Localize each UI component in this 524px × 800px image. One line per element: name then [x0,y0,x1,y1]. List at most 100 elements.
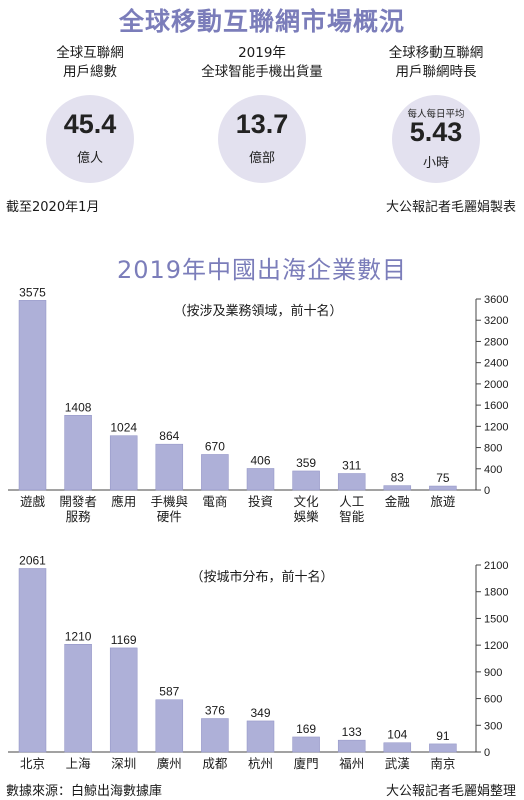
category-label: 廈門 [294,756,319,771]
infographic-title: 全球移動互聯網市場概況 [118,7,405,36]
bar-value-label: 104 [387,728,407,742]
bar-value-label: 1024 [110,421,137,435]
category-label: 應用 [111,494,136,509]
category-label: 硬件 [157,509,182,524]
bar [337,473,366,491]
y-tick-label: 1200 [484,640,508,652]
category-label: 娛樂 [294,509,320,524]
stat-shipments-value: 13.7 [235,109,289,139]
y-tick-label: 2400 [484,358,508,370]
bar [201,718,229,753]
category-label: 深圳 [111,756,136,771]
bar-value-label: 670 [205,439,225,453]
bar [155,443,184,491]
chart-industry: （按涉及業務領域，前十名） 0 400 800 1200 1600 2000 2400 2800… [8,285,508,524]
bar [155,699,184,753]
category-label: 廣州 [157,756,182,771]
stat-shipments-label-line1: 2019年 [238,45,286,61]
bar-value-label: 864 [159,429,179,443]
bar [201,454,229,491]
bar [292,736,320,753]
top-credit: 大公報記者毛麗娟製表 [385,200,516,215]
data-source-note: 數據來源：白鯨出海數據庫 [6,784,163,799]
bar-value-label: 133 [342,725,362,739]
category-label: 成都 [202,756,228,771]
bar [292,470,320,491]
bar-value-label: 406 [250,453,270,467]
stat-online-time-unit: 小時 [422,156,449,171]
category-label: 開發者 [59,494,97,509]
stat-users-label: 全球互聯網 用戶總數 [10,44,170,82]
stat-users-value: 45.4 [63,109,117,139]
bar-value-label: 1210 [65,629,92,643]
category-label: 手機與 [151,494,189,509]
stat-users-label-line2: 用戶總數 [63,64,117,80]
y-tick-label: 300 [484,720,502,732]
stat-online-time-label-line2: 用戶聯網時長 [395,64,477,80]
y-tick-label: 0 [484,485,490,497]
y-tick-label: 900 [484,667,502,679]
category-label: 杭州 [248,756,273,771]
bar [246,720,275,753]
bar [337,739,366,753]
stat-shipments-unit: 億部 [248,151,275,166]
category-label: 南京 [430,756,455,771]
category-label: 上海 [66,756,92,771]
category-label: 電商 [202,494,227,509]
stat-online-time-prefix: 每人每日平均 [407,109,465,120]
category-label: 旅遊 [430,494,455,509]
category-label: 智能 [339,509,365,524]
bar [18,300,47,491]
bar-value-label: 1408 [65,400,92,414]
stat-online-time-label: 全球移動互聯網 用戶聯網時長 [356,44,516,82]
y-tick-label: 2100 [484,560,508,572]
bar [109,435,138,491]
y-tick-label: 400 [484,464,502,476]
bar [246,468,275,491]
category-label: 金融 [385,494,411,509]
y-tick-label: 2800 [484,336,508,348]
section-title: 2019年中國出海企業數目 [116,256,408,284]
as-of-date-note: 截至2020年1月 [6,200,100,215]
bar-value-label: 587 [159,685,179,699]
y-tick-label: 1600 [484,400,508,412]
stat-shipments-label-line2: 全球智能手機出貨量 [201,64,323,80]
bar-value-label: 359 [296,456,316,470]
bar-value-label: 83 [391,471,405,485]
bar-value-label: 75 [436,471,450,485]
bottom-credit: 大公報記者毛麗娟整理 [385,784,516,799]
bar-value-label: 1169 [111,633,137,647]
category-label: 人工 [339,494,364,509]
category-label: 服務 [66,509,92,524]
y-tick-label: 0 [484,747,490,759]
bar-value-label: 2061 [19,553,46,567]
y-tick-label: 800 [484,443,502,455]
stat-online-time-circle: 每人每日平均 5.43 小時 [392,95,480,183]
category-label: 文化 [294,494,320,509]
y-tick-label: 1200 [484,421,508,433]
y-tick-label: 1800 [484,587,508,599]
stat-users-label-line1: 全球互聯網 [56,45,124,61]
y-tick-label: 600 [484,694,502,706]
bar [383,742,412,753]
stat-online-time-value: 5.43 [409,117,463,147]
chart-subtitle: （按涉及業務領域，前十名） [173,303,342,319]
stat-online-time-label-line1: 全球移動互聯網 [388,45,484,61]
y-tick-label: 1500 [484,613,508,625]
stat-users-unit: 億人 [76,151,103,166]
category-label: 遊戲 [20,494,46,509]
category-label: 武漢 [385,756,411,771]
bar [109,647,138,753]
bar-value-label: 349 [250,706,270,720]
category-label: 北京 [20,756,45,771]
chart-subtitle: （按城市分布，前十名） [190,569,333,585]
bar-value-label: 376 [205,704,225,718]
bar-value-label: 169 [296,722,316,736]
bar-value-label: 311 [342,458,361,472]
stat-shipments-circle: 13.7 億部 [218,95,306,183]
chart-city: （按城市分布，前十名） 0 300 600 900 1200 1500 1800 2100 206… [8,553,508,771]
bar [429,743,457,753]
bar-value-label: 91 [436,729,450,743]
bar [64,415,92,491]
